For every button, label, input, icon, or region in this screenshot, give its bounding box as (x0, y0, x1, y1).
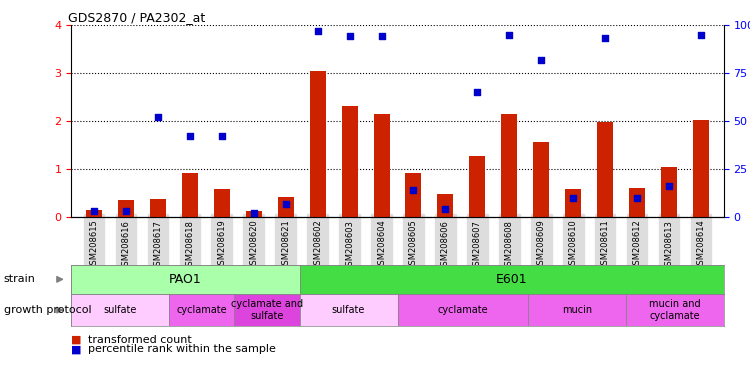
Point (568, 195, 580, 201)
Bar (598, 122, 613, 217)
Bar (170, 294, 234, 326)
Bar (214, 189, 230, 217)
Bar (71, 265, 299, 294)
Point (536, 56, 548, 63)
Point (472, 89, 484, 95)
Point (632, 195, 644, 201)
Point (215, 133, 227, 139)
Bar (149, 199, 166, 217)
Point (440, 206, 452, 212)
Point (344, 33, 355, 40)
Bar (86, 210, 102, 217)
Bar (437, 194, 454, 217)
Point (152, 114, 164, 120)
Text: mucin and
cyclamate: mucin and cyclamate (649, 299, 700, 321)
Bar (341, 106, 358, 217)
Text: growth protocol: growth protocol (4, 305, 92, 315)
Text: ■: ■ (71, 344, 82, 354)
Bar (502, 114, 518, 217)
Bar (234, 294, 299, 326)
Text: cyclamate and
sulfate: cyclamate and sulfate (231, 299, 303, 321)
Point (503, 31, 515, 38)
Point (376, 33, 388, 40)
Bar (374, 114, 389, 217)
Text: cyclamate: cyclamate (176, 305, 227, 315)
Bar (71, 294, 170, 326)
Bar (528, 294, 626, 326)
Text: ■: ■ (71, 335, 82, 345)
Point (695, 31, 707, 38)
Point (599, 35, 611, 41)
Text: E601: E601 (496, 273, 527, 286)
Text: mucin: mucin (562, 305, 592, 315)
Point (407, 187, 419, 193)
Point (184, 133, 196, 139)
Text: sulfate: sulfate (104, 305, 136, 315)
Text: transformed count: transformed count (88, 335, 191, 345)
Point (88, 208, 100, 214)
Bar (310, 71, 326, 217)
Bar (566, 189, 581, 217)
Text: GDS2870 / PA2302_at: GDS2870 / PA2302_at (68, 11, 206, 24)
Bar (118, 200, 134, 217)
Text: cyclamate: cyclamate (437, 305, 488, 315)
Point (248, 210, 259, 216)
Point (311, 28, 323, 34)
Bar (662, 167, 677, 217)
Text: strain: strain (4, 274, 36, 285)
Bar (470, 156, 485, 217)
Bar (299, 265, 724, 294)
Text: PAO1: PAO1 (169, 273, 202, 286)
Bar (182, 173, 197, 217)
Text: percentile rank within the sample: percentile rank within the sample (88, 344, 276, 354)
Bar (693, 120, 709, 217)
Bar (533, 142, 550, 217)
Bar (299, 294, 398, 326)
Point (663, 183, 675, 189)
Bar (406, 173, 422, 217)
Point (280, 200, 292, 207)
Bar (629, 188, 646, 217)
Bar (398, 294, 528, 326)
Text: sulfate: sulfate (332, 305, 365, 315)
Point (119, 208, 132, 214)
Bar (278, 197, 293, 217)
Bar (626, 294, 724, 326)
Bar (245, 211, 262, 217)
